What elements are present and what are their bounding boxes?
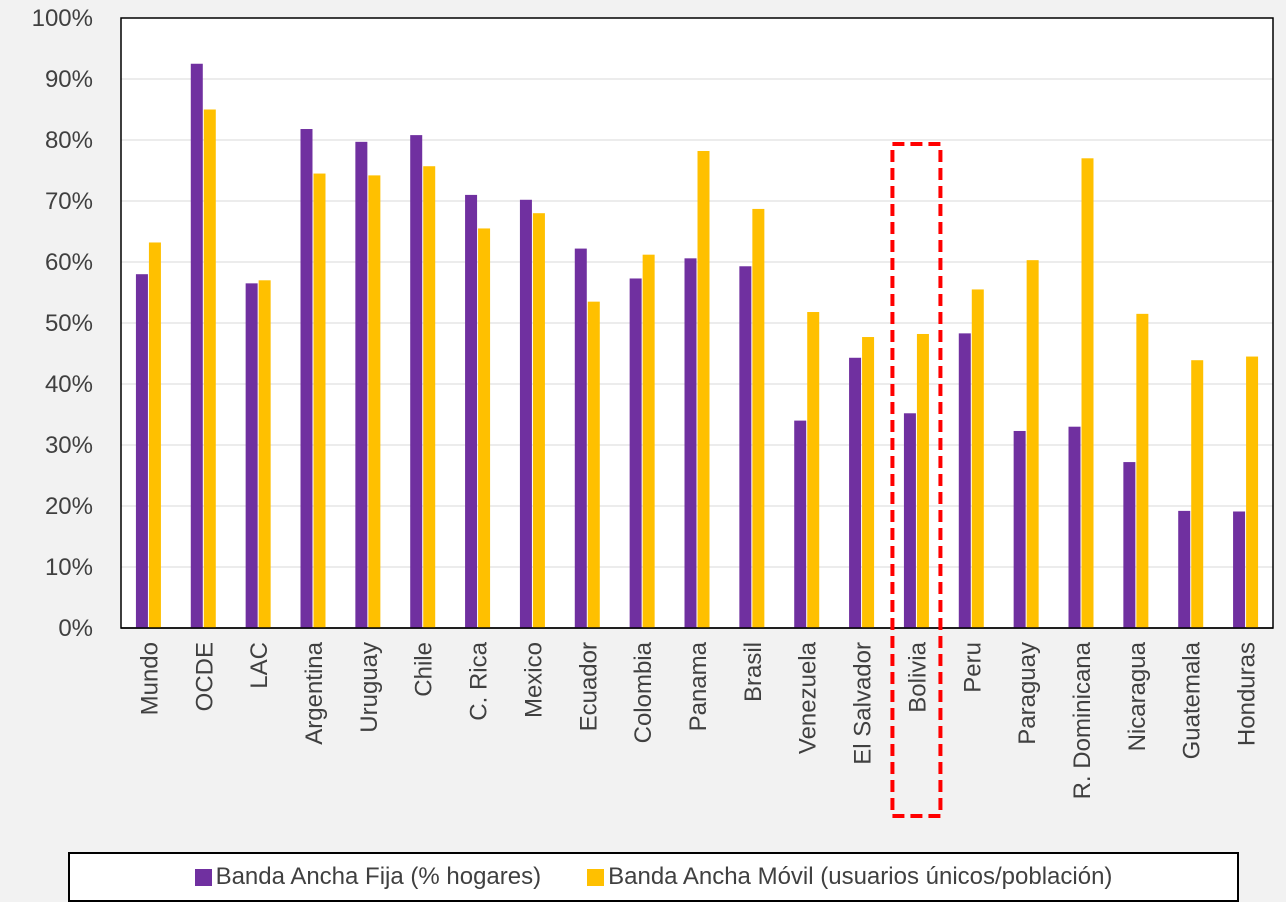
bar-fija	[1178, 510, 1191, 628]
x-tick-label: R. Dominicana	[1069, 641, 1096, 799]
bar-movil	[1136, 313, 1149, 628]
bar-fija	[465, 194, 478, 628]
x-tick-label: Mexico	[520, 642, 547, 718]
y-tick-label: 80%	[45, 127, 93, 154]
bar-movil	[478, 228, 491, 628]
legend-label-movil: Banda Ancha Móvil (usuarios únicos/pobla…	[608, 863, 1113, 890]
x-tick-label: Nicaragua	[1124, 641, 1151, 751]
legend-label-fija: Banda Ancha Fija (% hogares)	[215, 863, 542, 890]
bar-fija	[245, 283, 258, 628]
bar-movil	[752, 208, 765, 628]
x-tick-label: Bolivia	[904, 641, 931, 712]
bar-fija	[519, 199, 532, 628]
bar-movil	[203, 109, 216, 628]
y-tick-label: 70%	[45, 188, 93, 215]
bar-fija	[794, 420, 807, 628]
bar-fija	[684, 258, 697, 628]
bar-fija	[300, 129, 313, 628]
x-tick-label: Argentina	[301, 641, 328, 744]
bar-fija	[190, 63, 203, 628]
bar-movil	[1026, 260, 1039, 628]
bar-movil	[916, 333, 929, 628]
bar-movil	[862, 337, 875, 628]
legend-swatch-movil	[587, 868, 605, 886]
bar-fija	[1233, 511, 1246, 628]
bar-fija	[739, 266, 752, 628]
bar-fija	[629, 278, 642, 628]
bar-fija	[958, 333, 971, 628]
bar-movil	[587, 301, 600, 628]
bar-movil	[368, 175, 381, 628]
x-tick-label: OCDE	[191, 642, 218, 711]
bar-fija	[1013, 430, 1026, 628]
bar-movil	[1191, 360, 1204, 628]
bar-movil	[148, 242, 161, 629]
x-tick-label: Panama	[685, 641, 712, 731]
bar-movil	[1081, 158, 1094, 629]
x-tick-label: El Salvador	[850, 642, 877, 765]
y-tick-label: 0%	[58, 615, 93, 642]
x-tick-label: Ecuador	[575, 642, 602, 731]
bar-movil	[807, 312, 820, 628]
x-tick-label: Paraguay	[1014, 642, 1041, 745]
legend-item-fija: Banda Ancha Fija (% hogares)	[194, 863, 542, 891]
legend-item-movil: Banda Ancha Móvil (usuarios únicos/pobla…	[587, 863, 1112, 891]
y-tick-label: 60%	[45, 249, 93, 276]
x-tick-label: Colombia	[630, 641, 657, 743]
x-tick-label: Venezuela	[795, 641, 822, 754]
bar-movil	[313, 173, 326, 629]
bar-fija	[135, 274, 148, 628]
bar-fija	[1123, 462, 1136, 628]
bar-fija	[574, 248, 587, 628]
y-tick-label: 90%	[45, 66, 93, 93]
legend: Banda Ancha Fija (% hogares) Banda Ancha…	[68, 852, 1239, 902]
y-tick-label: 10%	[45, 554, 93, 581]
x-tick-label: LAC	[246, 642, 273, 689]
bar-movil	[697, 150, 710, 629]
x-tick-label: Chile	[411, 642, 438, 697]
x-tick-label: Peru	[959, 642, 986, 693]
bar-movil	[971, 289, 984, 628]
y-tick-label: 100%	[32, 5, 93, 32]
y-tick-label: 30%	[45, 432, 93, 459]
bar-fija	[410, 135, 423, 628]
x-tick-label: Mundo	[136, 642, 163, 715]
bar-chart-svg: 0% 10% 20% 30% 40% 50% 60% 70% 80% 90% 100% Mundo OC…	[32, 5, 1274, 818]
y-tick-label: 20%	[45, 493, 93, 520]
bar-fija	[849, 357, 862, 628]
y-tick-label: 40%	[45, 371, 93, 398]
bar-movil	[532, 213, 545, 628]
bar-fija	[903, 413, 916, 628]
x-tick-label: Uruguay	[356, 642, 383, 733]
x-tick-label: Honduras	[1234, 642, 1261, 746]
x-tick-label: Brasil	[740, 642, 767, 702]
legend-swatch-fija	[194, 868, 212, 886]
bar-fija	[355, 141, 368, 628]
bar-movil	[642, 254, 655, 628]
x-tick-label: C. Rica	[466, 641, 493, 720]
x-tick-label: Guatemala	[1179, 641, 1206, 759]
y-tick-label: 50%	[45, 310, 93, 337]
bar-movil	[1246, 356, 1259, 628]
bar-movil	[423, 166, 436, 629]
bar-movil	[258, 280, 271, 628]
highlight-box	[890, 142, 943, 818]
bar-fija	[1068, 426, 1081, 628]
